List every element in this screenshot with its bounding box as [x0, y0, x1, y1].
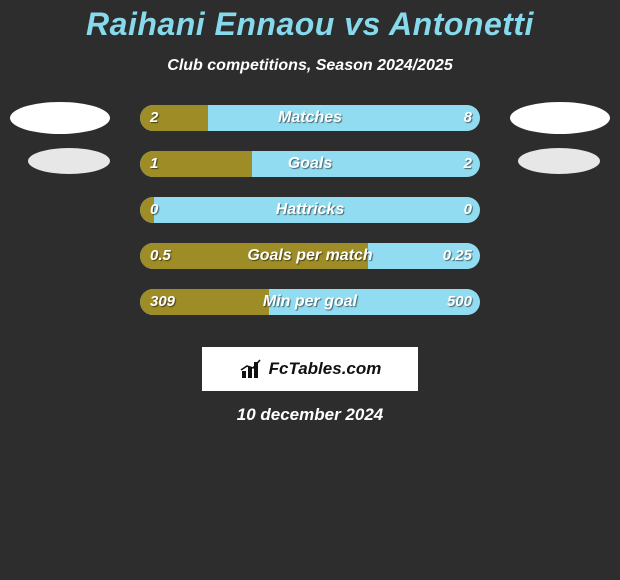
page-title: Raihani Ennaou vs Antonetti [0, 0, 620, 43]
player1-badge [28, 148, 110, 174]
comparison-infographic: Raihani Ennaou vs Antonetti Club competi… [0, 0, 620, 580]
player1-name: Raihani Ennaou [86, 6, 335, 42]
stat-bar-track [140, 197, 480, 223]
stat-bar-track [140, 151, 480, 177]
stat-bar-fill [140, 197, 154, 223]
stat-row: Goals per match0.50.25 [0, 243, 620, 289]
stat-bar-fill [140, 151, 252, 177]
stat-bar-fill [140, 105, 208, 131]
stat-bar-track [140, 243, 480, 269]
stat-row: Min per goal309500 [0, 289, 620, 335]
stat-bar-track [140, 289, 480, 315]
stat-bar-fill [140, 243, 368, 269]
stat-bar-fill [140, 289, 269, 315]
player2-badge [510, 102, 610, 134]
player2-badge [518, 148, 600, 174]
vs-label: vs [344, 6, 381, 42]
player2-name: Antonetti [389, 6, 534, 42]
stat-bar-track [140, 105, 480, 131]
stat-row: Hattricks00 [0, 197, 620, 243]
stat-row: Goals12 [0, 151, 620, 197]
date-line: 10 december 2024 [0, 405, 620, 425]
subtitle: Club competitions, Season 2024/2025 [0, 57, 620, 75]
player1-badge [10, 102, 110, 134]
branding-badge: FcTables.com [202, 347, 418, 391]
stat-chart: Matches28Goals12Hattricks00Goals per mat… [0, 105, 620, 335]
chart-icon [239, 357, 263, 381]
branding-text: FcTables.com [269, 359, 382, 379]
stat-row: Matches28 [0, 105, 620, 151]
